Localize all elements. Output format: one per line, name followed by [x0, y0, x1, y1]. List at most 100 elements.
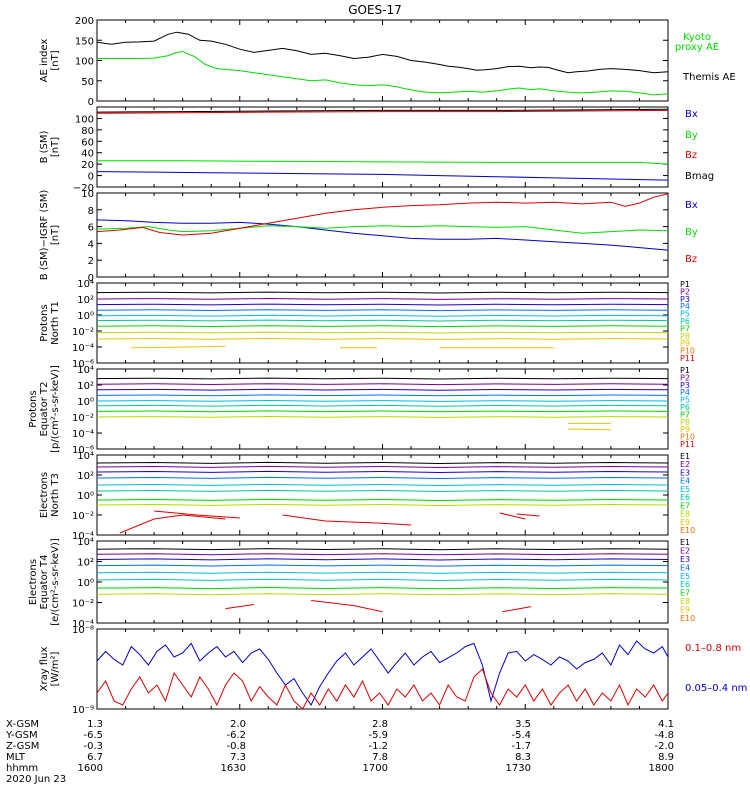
y-tick-label: 150 — [75, 36, 94, 47]
footer-value: 8.9 — [658, 752, 674, 763]
series-line — [97, 377, 668, 380]
plot-title: GOES-17 — [348, 3, 402, 17]
series-line — [97, 404, 668, 407]
y-tick-label: 10⁻⁶ — [72, 445, 94, 456]
legend-entry: P7 — [680, 410, 690, 419]
y-tick-label: 10⁻⁴ — [72, 429, 94, 440]
panel-legend: Bx By Bz Bmag — [685, 109, 714, 182]
legend-entry: P3 — [680, 295, 690, 304]
footer-value: 6.7 — [87, 752, 103, 763]
series-line — [97, 394, 668, 397]
y-tick-label: 100 — [75, 114, 94, 125]
series-line — [97, 668, 668, 709]
series-line — [97, 586, 668, 590]
legend-entry: E6 — [680, 580, 690, 589]
y-axis-label: North T1 — [50, 301, 61, 345]
panel-4: 10⁴ 10² 10⁰ 10⁻² 10⁻⁴ 10⁻⁶ Protons North T1 P1P2… — [39, 279, 695, 370]
panel-data — [97, 108, 668, 181]
legend-entry: P4 — [680, 388, 690, 397]
series-line — [131, 345, 226, 349]
footer-value: -1.2 — [368, 741, 388, 752]
footer-row-label: hhmm — [6, 763, 38, 774]
legend-entry: 0.05–0.4 nm — [685, 683, 747, 694]
legend-entry: P4 — [680, 302, 690, 311]
y-tick-label: 6 — [88, 223, 94, 234]
series-line — [97, 498, 668, 502]
legend-entry: E7 — [680, 501, 690, 510]
y-tick-label: 10⁻² — [72, 327, 94, 338]
series-line — [97, 415, 668, 418]
series-line — [97, 108, 668, 113]
series-line — [311, 600, 383, 613]
series-line — [97, 465, 668, 469]
panel-frame — [96, 368, 669, 450]
y-tick-label: 10⁰ — [77, 578, 94, 589]
panel-8: 10⁻⁸ 10⁻⁹ Xray flux [W/m²] 0.1–0.8 nm 0.05–0.… — [39, 625, 747, 716]
panel-data — [97, 31, 668, 96]
legend-entry: By — [685, 130, 698, 141]
y-tick-label: 200 — [75, 16, 94, 27]
series-line — [97, 219, 668, 251]
footer-value: -0.3 — [83, 741, 103, 752]
footer-value: -1.7 — [511, 741, 531, 752]
legend-entry: P5 — [680, 310, 690, 319]
y-tick-label: 10⁻⁶ — [72, 359, 94, 370]
series-line — [97, 325, 668, 328]
legend-entry: E10 — [680, 614, 695, 623]
y-axis-label: Equator T4 — [39, 555, 50, 610]
legend-entry: E2 — [680, 546, 690, 555]
series-line — [97, 558, 668, 561]
series-line — [502, 606, 532, 613]
series-line — [97, 331, 668, 334]
panel-data — [97, 377, 668, 431]
legend-entry: P6 — [680, 317, 690, 326]
y-axis-label: [nT] — [50, 225, 61, 245]
y-tick-label: 2 — [88, 256, 94, 267]
y-tick-label: 10⁴ — [77, 451, 94, 462]
series-line — [97, 503, 668, 507]
footer-value: -6.5 — [83, 730, 103, 741]
y-tick-label: 0 — [88, 97, 94, 108]
footer-value: 7.3 — [230, 752, 246, 763]
y-axis-label: Equator T2 — [39, 382, 50, 437]
legend-entry: E10 — [680, 526, 695, 535]
series-line — [97, 303, 668, 306]
legend-entry: P9 — [680, 425, 690, 434]
panel-3: 0 2 4 6 8 10 B (SM)−IGRF (SM) [nT] Bx By Bz — [39, 189, 698, 284]
y-axis-label: Protons — [28, 390, 39, 427]
legend-entry: E8 — [680, 597, 690, 606]
footer-value: 7.8 — [372, 752, 388, 763]
series-line — [97, 461, 668, 465]
series-line — [97, 225, 668, 234]
legend-entry: P8 — [680, 418, 690, 427]
legend-entry: P11 — [680, 354, 695, 363]
series-line — [499, 512, 526, 520]
y-tick-label: 8 — [88, 206, 94, 217]
series-line — [97, 337, 668, 340]
y-axis-label: B (SM)−IGRF (SM) — [39, 190, 50, 281]
panel-5: 10⁴ 10² 10⁰ 10⁻² 10⁻⁴ 10⁻⁶ Protons Equator T2 [p… — [28, 365, 695, 456]
legend-entry: E9 — [680, 518, 690, 527]
series-line — [97, 297, 668, 300]
legend-entry: E4 — [680, 563, 690, 572]
series-line — [97, 476, 668, 480]
legend-entry: Bx — [685, 109, 698, 120]
footer-value: -4.8 — [654, 730, 674, 741]
series-line — [97, 171, 668, 181]
footer-value: -5.9 — [368, 730, 388, 741]
series-line — [97, 483, 668, 487]
legend-entry: P7 — [680, 324, 690, 333]
legend-entry: E4 — [680, 477, 690, 486]
legend-entry: E5 — [680, 485, 690, 494]
series-line — [97, 593, 668, 596]
footer-value: 2.8 — [372, 719, 388, 730]
footer-value: 4.1 — [658, 719, 674, 730]
series-line — [282, 514, 412, 526]
y-axis-label: [W/m²] — [50, 651, 61, 686]
y-tick-label: 10⁻⁹ — [72, 705, 94, 716]
legend-entry: P11 — [680, 440, 695, 449]
legend-entry: By — [685, 227, 698, 238]
panel-legend: Bx By Bz — [685, 200, 698, 265]
